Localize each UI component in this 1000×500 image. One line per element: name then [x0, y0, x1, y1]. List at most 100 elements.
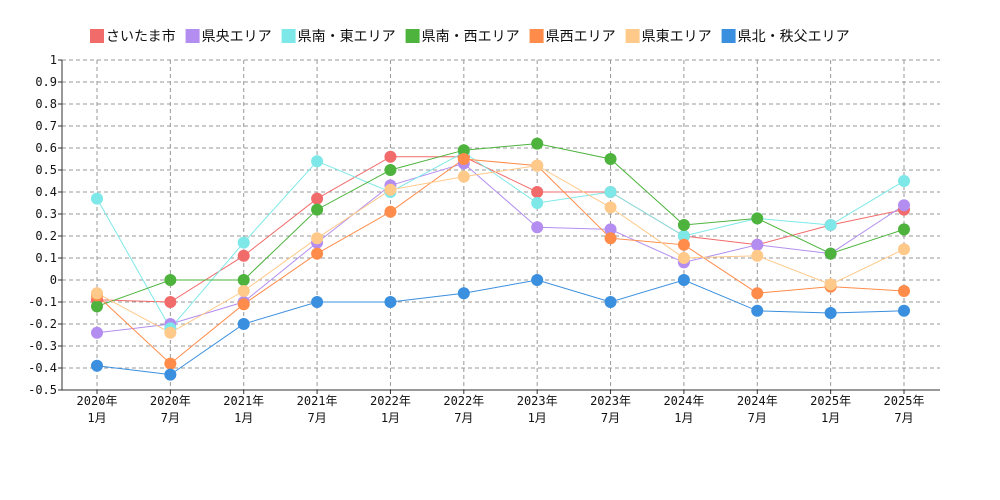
y-tick-label: 1 [50, 53, 57, 67]
axes [58, 59, 940, 394]
data-point [164, 326, 177, 339]
data-point [677, 230, 690, 242]
legend-swatch [529, 29, 544, 43]
series-line-5 [96, 165, 905, 334]
data-point [604, 296, 617, 308]
x-tick-label-month: 7月 [161, 411, 180, 425]
x-tick-label-year: 2021年 [223, 394, 264, 408]
data-point [237, 274, 250, 286]
data-point [457, 153, 470, 165]
data-point [91, 359, 103, 372]
data-point [237, 236, 250, 249]
data-point [311, 247, 324, 260]
series-group [91, 137, 910, 381]
x-tick-label-month: 7月 [601, 411, 620, 425]
data-point [237, 285, 250, 297]
data-point [384, 164, 397, 176]
x-tick-label-year: 2020年 [77, 394, 118, 408]
data-point [751, 212, 764, 225]
data-point [677, 252, 690, 264]
y-tick-label: 0.5 [35, 163, 57, 177]
legend-label: 県西エリア [546, 29, 616, 45]
data-point [237, 249, 250, 262]
legend-label: 県南・西エリア [422, 29, 520, 45]
x-tick-label-month: 1月 [674, 411, 693, 425]
legend-label: さいたま市 [106, 28, 176, 45]
data-point [91, 287, 103, 300]
data-point [604, 153, 617, 165]
legend-swatch [405, 29, 420, 43]
data-point [384, 296, 397, 308]
data-point [384, 183, 397, 196]
y-tick-label: -0.3 [28, 339, 57, 353]
data-point [898, 199, 910, 212]
data-point [531, 197, 544, 209]
data-point [898, 223, 910, 236]
series-line-0 [96, 156, 905, 303]
data-point [751, 287, 764, 300]
series-line-4 [96, 158, 905, 365]
data-point [824, 247, 837, 260]
legend: さいたま市 県央エリア 県南・東エリア 県南・西エリア 県西エリア 県東エリア 県北・秩父エ… [90, 28, 850, 45]
data-point [531, 159, 544, 172]
y-tick-label: -0.1 [28, 295, 57, 309]
y-axis-ticks: 1 0.9 0.8 0.7 0.6 0.5 0.4 0.3 0.2 0.1 0 -0.1 -0.2 -0.… [28, 53, 57, 397]
data-point [604, 223, 617, 236]
x-tick-label-year: 2024年 [737, 394, 778, 408]
data-point [311, 203, 324, 216]
data-point [824, 219, 837, 231]
data-point [384, 205, 397, 218]
data-point [898, 304, 910, 317]
x-tick-label-month: 1月 [234, 411, 253, 425]
data-point [677, 274, 690, 286]
x-tick-label-year: 2025年 [810, 394, 851, 408]
x-tick-label-month: 1月 [381, 411, 400, 425]
y-tick-label: 0.2 [35, 229, 57, 243]
data-point [237, 298, 250, 311]
y-tick-label: 0.3 [35, 207, 57, 221]
x-tick-label-month: 7月 [307, 411, 326, 425]
x-tick-label-year: 2023年 [590, 394, 631, 408]
y-tick-label: -0.2 [28, 317, 57, 331]
x-tick-label-year: 2025年 [884, 394, 925, 408]
x-tick-label-month: 1月 [821, 411, 840, 425]
data-point [237, 318, 250, 330]
y-tick-label: 0 [50, 273, 57, 287]
data-point [164, 296, 177, 308]
data-point [604, 186, 617, 198]
data-point [898, 175, 910, 187]
data-point [457, 287, 470, 300]
series-line-1 [96, 162, 905, 334]
data-point [91, 326, 103, 339]
x-tick-label-month: 7月 [748, 411, 767, 425]
data-point [677, 238, 690, 251]
data-point [531, 274, 544, 286]
legend-swatch [625, 29, 640, 43]
legend-swatch [185, 29, 200, 43]
data-point [91, 300, 103, 313]
data-point [604, 232, 617, 245]
data-point [824, 278, 837, 291]
legend-swatch [721, 29, 736, 43]
x-tick-label-year: 2023年 [517, 394, 558, 408]
legend-swatch [90, 29, 104, 43]
data-point [531, 137, 544, 150]
y-tick-label: 0.4 [35, 185, 57, 199]
legend-label: 県南・東エリア [298, 29, 396, 45]
data-point [824, 307, 837, 319]
data-point [164, 357, 177, 370]
series-line-6 [96, 279, 905, 376]
legend-label: 県東エリア [642, 29, 712, 45]
series-line-3 [96, 143, 905, 307]
x-axis-ticks: 2020年 1月 2020年 7月 2021年 1月 2021年 7月 2022年 1月 2022年… [77, 394, 925, 425]
data-point [531, 221, 544, 234]
x-tick-label-year: 2020年 [150, 394, 191, 408]
data-point [898, 243, 910, 256]
data-point [384, 150, 397, 163]
x-tick-label-year: 2024年 [663, 394, 704, 408]
data-point [677, 219, 690, 231]
x-tick-label-month: 7月 [894, 411, 913, 425]
data-point [311, 155, 324, 168]
legend-label: 県央エリア [202, 29, 272, 45]
